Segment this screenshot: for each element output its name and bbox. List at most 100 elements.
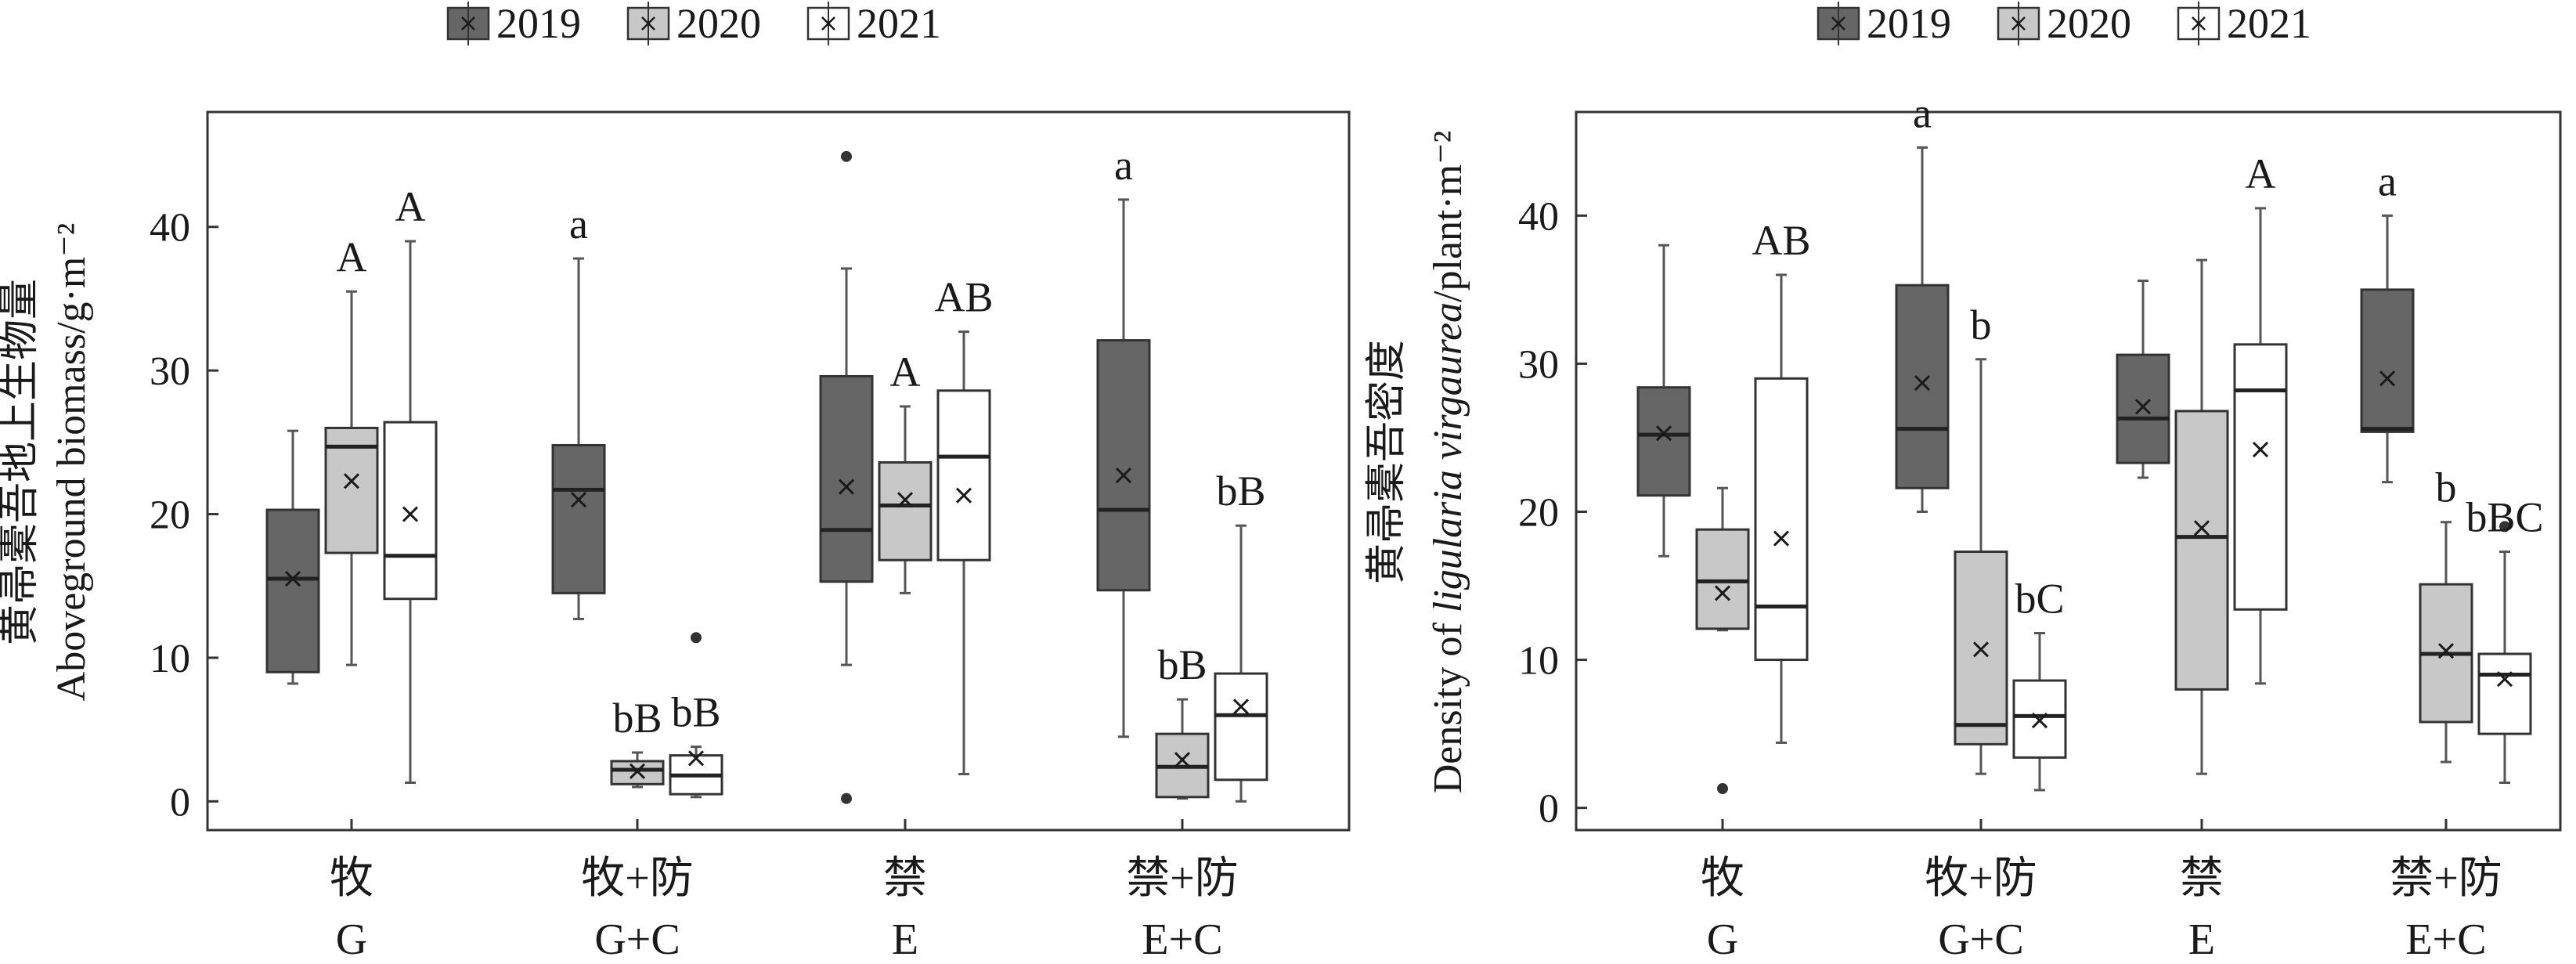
legend-label-2020: 2020 [676,0,761,47]
y-tick-label: 30 [1518,342,1559,387]
mean-marker [1115,467,1132,484]
mean-marker [2252,442,2269,458]
y-tick-label: 40 [1518,194,1559,239]
y-axis-title-zh-text: 黄帚橐吾地上生物量 [0,279,42,645]
box-plot-G+C-2020: bB [610,695,665,789]
mean-marker [2193,520,2210,536]
legend-mean-marker [821,16,835,31]
box [551,443,606,594]
box-plot-G+C-2019: a [551,200,606,620]
outlier-point [2499,521,2510,533]
box-plot-E-2020 [2174,258,2229,775]
significance-letter: A [890,348,921,395]
y-axis-title-unit: /plant·m⁻² [1426,131,1470,302]
y-axis-title-part: Density of [1426,612,1470,793]
significance-letter: A [337,233,367,280]
box [1636,386,1691,497]
mean-marker [1714,585,1731,601]
mean-marker [402,506,419,522]
category-label-en: E [2188,915,2215,964]
y-axis-title-zh-text: 黄帚橐吾密度 [1365,340,1409,584]
box [2116,353,2170,464]
outlier-point [841,150,852,162]
box-plot-E-2019 [2116,280,2170,479]
mean-marker [2031,713,2048,729]
box-plot-G-2021: AB [1752,217,1811,744]
box [819,374,874,583]
box [324,426,379,554]
category-label-en: G+C [1938,915,2023,964]
box [1895,283,1950,489]
y-axis-title-zh: 黄帚橐吾密度 [1365,340,1409,584]
box [2477,652,2532,735]
box-plot-G-2019 [1636,244,1691,558]
box-plot-E+C-2019: a [1096,142,1151,738]
mean-marker [1655,425,1672,442]
mean-marker [1174,752,1191,768]
box-plot-G-2020 [1695,486,1750,795]
significance-letter: a [569,200,588,247]
mean-marker [2134,399,2152,415]
y-tick-label: 0 [1539,787,1559,832]
significance-letter: a [1114,142,1133,189]
legend-label-2019: 2019 [1867,0,1951,47]
legend-mean-marker [461,16,475,31]
mean-marker [570,492,587,508]
box [2233,343,2288,611]
legend-label-2019: 2019 [496,0,581,47]
category-label-zh: 牧 [330,854,373,903]
mean-marker [1972,641,1990,658]
box-plot-E+C-2020: bB [1155,641,1210,800]
significance-letter: bB [671,689,720,736]
y-tick-label: 20 [150,493,190,538]
category-label-zh: 禁+防 [2390,854,2502,903]
significance-letter: A [2246,150,2276,197]
legend-mean-marker [2011,16,2026,31]
box [2174,410,2229,691]
box [383,421,438,601]
box [1695,528,1750,630]
box-plot-G-2021: A [383,183,438,784]
mean-marker [955,487,972,504]
y-axis-title-en: Density of ligularia virgaurea/plant·m⁻² [1426,131,1470,794]
category-label-en: G+C [594,915,680,964]
significance-letter: bB [1157,641,1207,688]
box [936,389,991,561]
density-panel: 0 10 20 30 40 牧G 牧+防 G+C 禁E 禁+防 E+C 黄帚橐吾密度 Density o… [1365,0,2562,964]
mean-marker [687,750,705,767]
mean-marker [1914,374,1931,392]
box-plot-E+C-2020: b [2419,464,2473,764]
box-plot-G-2020: A [324,233,379,666]
box-plot-G-2019 [265,429,320,685]
box-plot-G+C-2021: bB [669,632,723,799]
significance-letter: a [1913,89,1932,136]
box-plot-E-2021: A [2233,150,2288,685]
box [878,460,933,561]
y-tick-label: 30 [150,349,190,394]
outlier-point [1717,783,1728,795]
category-label-en: G [1707,915,1738,964]
box-plot-E+C-2021: bB [1214,468,1268,803]
category-label-zh: 牧+防 [581,854,694,903]
significance-letter: a [2378,157,2397,204]
significance-letter: bBC [2466,494,2543,541]
mean-marker [2379,370,2396,387]
y-tick-label: 10 [150,637,190,681]
legend: 2019 2020 2021 [446,0,941,47]
box [2360,288,2415,433]
significance-letter: bB [1216,468,1265,514]
significance-letter: AB [1752,217,1810,264]
legend-mean-marker [1831,16,1845,31]
legend-label-2020: 2020 [2047,0,2131,47]
y-axis-title-species: ligularia virgaurea [1426,302,1470,612]
y-tick-label: 20 [1518,490,1559,535]
y-tick-label: 10 [1518,639,1559,684]
mean-marker [284,570,301,587]
y-axis-title-en-text: Aboveground biomass/g·m⁻² [49,223,94,702]
y-axis-title-en: Aboveground biomass/g·m⁻² [49,223,94,702]
plot-frame [1575,110,2562,832]
category-label-en: E+C [1142,915,1222,964]
outlier-point [691,632,702,644]
significance-letter: AB [934,274,993,321]
box-plot-E-2019 [819,150,874,804]
